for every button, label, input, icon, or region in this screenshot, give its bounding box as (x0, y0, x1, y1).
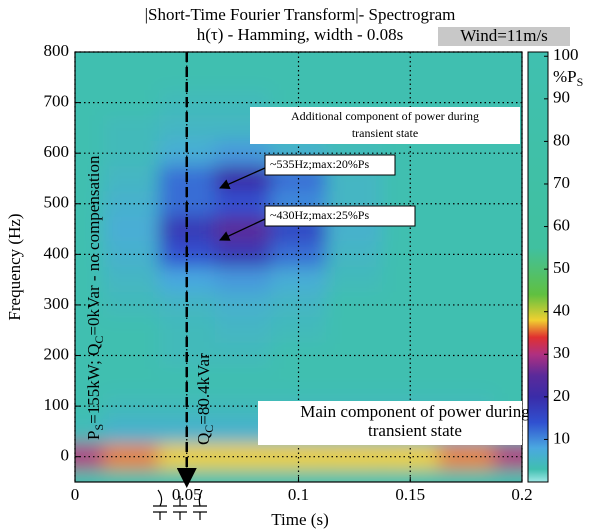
colorbar-tick-label: 90 (553, 88, 570, 107)
heatmap-cell (271, 318, 327, 343)
y-tick-label: 0 (61, 446, 70, 465)
annotation-vertical-part: =0kVar - no compensation (84, 155, 103, 336)
colorbar-ticks: 10 20 30 40 50 60 70 80 90 100 %PS (544, 45, 583, 447)
colorbar-tick-label: 40 (553, 301, 570, 320)
heatmap-cell (271, 267, 327, 292)
colorbar-tick-label: 80 (553, 130, 570, 149)
colorbar-label-part: S (577, 75, 584, 89)
colorbar-label: %PS (553, 67, 583, 89)
heatmap-cell (438, 267, 494, 292)
y-tick-label: 800 (44, 41, 70, 60)
annotation-vertical-part: =155kW; Q (84, 344, 103, 424)
y-tick-label: 600 (44, 142, 70, 161)
heatmap-cell (382, 267, 438, 292)
y-tick-label: 700 (44, 91, 70, 110)
x-tick-label: 0.05 (172, 485, 202, 504)
annotation: Main component of power during (300, 402, 530, 421)
annotation-vertical-part: Q (194, 433, 213, 445)
heatmap-cell (438, 166, 494, 191)
heatmap-cell (215, 65, 271, 90)
y-tick-label: 400 (44, 243, 70, 262)
heatmap-cell (103, 166, 159, 191)
heatmap-cell (438, 368, 494, 393)
colorbar-label-part: %P (553, 67, 577, 86)
colorbar-tick-label: 30 (553, 343, 570, 362)
heatmap-cell (103, 368, 159, 393)
annotation: transient state (368, 421, 462, 440)
heatmap-cell (103, 65, 159, 90)
heatmap-cell (103, 115, 159, 140)
annotation-vertical-part: =80.4kVar (194, 353, 213, 425)
capacitor (153, 490, 167, 520)
heatmap-cell (215, 318, 271, 343)
chart-subtitle: h(τ) - Hamming, width - 0.08s (197, 25, 404, 44)
colorbar (528, 52, 548, 482)
x-tick-label: 0.2 (511, 485, 532, 504)
x-tick-label: 0.1 (288, 485, 309, 504)
x-axis-label: Time (s) (271, 510, 328, 529)
y-tick-label: 100 (44, 395, 70, 414)
heatmap-cell (326, 267, 382, 292)
annotation-vertical-part: S (92, 424, 106, 431)
badge: Wind=11m/s (460, 26, 548, 45)
annotation: Additional component of power during (291, 109, 479, 123)
heatmap-cell (326, 368, 382, 393)
heatmap-cell (438, 216, 494, 241)
colorbar-tick-label: 50 (553, 258, 570, 277)
annotation-vertical: PS=155kW; QC=0kVar - no compensation (84, 155, 106, 440)
annotation-vertical-part: P (84, 431, 103, 440)
y-tick-label: 500 (44, 193, 70, 212)
annotation: transient state (352, 126, 418, 140)
x-tick-label: 0.15 (395, 485, 425, 504)
y-axis-label: Frequency (Hz) (5, 213, 24, 320)
heatmap-cell (326, 65, 382, 90)
heatmap-cell (326, 318, 382, 343)
colorbar-tick-label: 70 (553, 173, 570, 192)
annotation: ~430Hz;max:25%Ps (270, 208, 369, 222)
heatmap-cell (215, 368, 271, 393)
heatmap-cell (271, 65, 327, 90)
heatmap-cell (103, 267, 159, 292)
y-tick-label: 200 (44, 344, 70, 363)
heatmap-cell (382, 318, 438, 343)
heatmap-cell (103, 216, 159, 241)
colorbar-tick-label: 10 (553, 428, 570, 447)
colorbar-tick-label: 20 (553, 386, 570, 405)
annotation: ~535Hz;max:20%Ps (270, 157, 369, 171)
y-tick-label: 300 (44, 294, 70, 313)
heatmap-cell (103, 419, 159, 444)
heatmap-cell (215, 267, 271, 292)
chart-title: |Short-Time Fourier Transform|- Spectrog… (145, 5, 456, 24)
heatmap-cell (103, 318, 159, 343)
colorbar-tick-label: 100 (553, 45, 579, 64)
annotation-vertical-part: C (92, 336, 106, 344)
heatmap-cell (438, 65, 494, 90)
heatmap-cell (382, 65, 438, 90)
heatmap-cell (438, 318, 494, 343)
annotation-vertical-part: C (202, 425, 216, 433)
x-tick-label: 0 (71, 485, 80, 504)
colorbar-tick-label: 60 (553, 215, 570, 234)
